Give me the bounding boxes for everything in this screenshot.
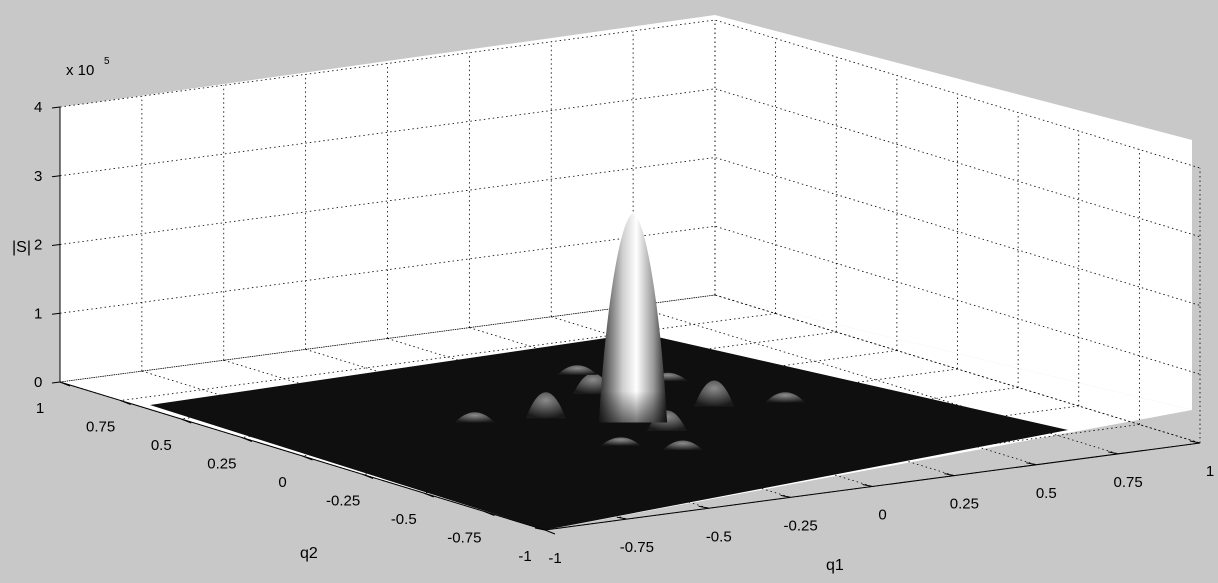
q2-tick-mark (181, 418, 192, 424)
q1-tick-mark (1189, 440, 1201, 444)
surface-floor (150, 333, 1068, 530)
q1-tick-label: -1 (548, 550, 561, 567)
z-tick-mark (51, 381, 61, 384)
q2-tick-label: -0.5 (391, 511, 417, 528)
right-back-panel (715, 15, 1192, 410)
q2-axis-ticks: 1 0.75 0.5 0.25 0 -0.25 -0.5 -0.75 -1 (36, 381, 556, 565)
q1-tick-label: 0 (878, 507, 886, 524)
q2-tick-mark (362, 474, 374, 479)
q1-tick-mark (1026, 462, 1037, 466)
q2-tick-mark (120, 400, 131, 405)
z-exponent-value: 5 (104, 56, 110, 67)
side-lobe (557, 365, 598, 375)
q2-tick-mark (484, 511, 495, 516)
q1-axis-label: q1 (826, 557, 844, 574)
side-lobe (454, 412, 495, 423)
z-tick-mark (51, 244, 61, 246)
side-lobe (600, 437, 641, 446)
q2-tick-mark (241, 437, 253, 442)
z-tick-label: 2 (34, 237, 42, 254)
main-lobe (599, 213, 667, 423)
q2-tick-mark (59, 381, 71, 387)
q1-tick-label: 0.25 (950, 496, 979, 513)
z-tick-label: 3 (34, 168, 42, 185)
q1-tick-label: 0.5 (1036, 485, 1057, 502)
main-lobe-shade (599, 213, 667, 423)
q1-tick-mark (1108, 451, 1119, 455)
q1-tick-label: -0.75 (620, 539, 654, 556)
q1-tick-mark (862, 484, 873, 487)
q1-tick-label: -0.5 (706, 528, 732, 545)
side-lobe (765, 392, 806, 403)
z-tick-mark (51, 312, 61, 315)
z-exponent-label: x 10 (66, 62, 94, 79)
q2-tick-label: -0.75 (447, 530, 481, 547)
q1-axis-ticks: -1 -0.75 -0.5 -0.25 0 0.25 0.5 0.75 1 (534, 440, 1214, 567)
q1-tick-label: 0.75 (1114, 474, 1143, 491)
q2-tick-label: -1 (518, 548, 531, 565)
side-lobe (694, 380, 735, 407)
q2-tick-mark (423, 492, 434, 498)
q2-tick-label: 1 (36, 400, 44, 417)
q1-tick-mark (698, 505, 709, 509)
q1-tick-label: -0.25 (784, 517, 818, 534)
z-tick-label: 1 (34, 305, 42, 322)
z-axis-ticks: 0 1 2 3 4 (34, 99, 61, 391)
z-axis-label: |S| (12, 239, 31, 256)
q2-axis-label: q2 (300, 545, 318, 562)
q2-tick-mark (544, 529, 556, 535)
q2-tick-label: -0.25 (326, 493, 360, 510)
side-lobe (662, 440, 703, 451)
z-tick-label: 4 (34, 99, 42, 116)
q2-tick-label: 0.25 (207, 456, 236, 473)
q2-tick-label: 0.75 (86, 419, 115, 436)
z-tick-mark (51, 106, 61, 109)
q1-tick-mark (534, 527, 546, 531)
side-lobe (525, 392, 566, 419)
z-tick-mark (51, 175, 61, 178)
q1-tick-mark (944, 473, 955, 477)
q1-tick-mark (616, 516, 627, 520)
q1-tick-mark (780, 494, 791, 498)
q2-tick-label: 0.5 (151, 437, 172, 454)
z-tick-label: 0 (34, 374, 42, 391)
q2-tick-mark (302, 455, 313, 461)
q1-tick-label: 1 (1206, 463, 1214, 480)
q2-tick-label: 0 (278, 474, 286, 491)
